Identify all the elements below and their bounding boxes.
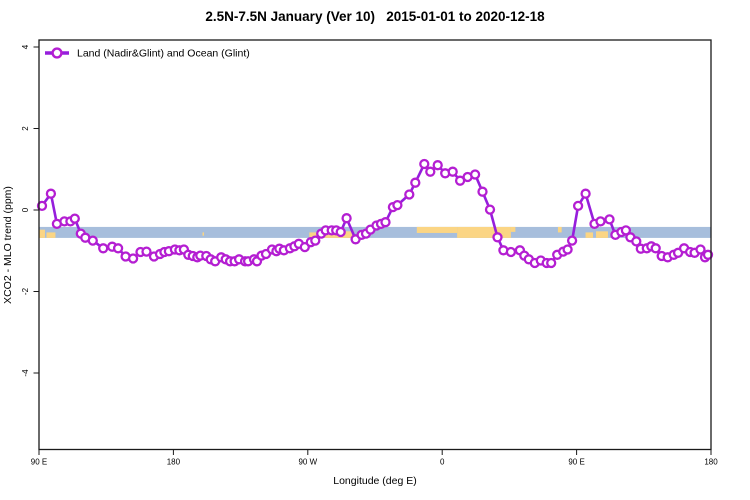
land-patch bbox=[46, 232, 56, 238]
data-point-marker bbox=[492, 232, 503, 243]
data-point-marker bbox=[469, 169, 481, 180]
x-tick-label: 180 bbox=[167, 458, 181, 467]
land-patch bbox=[202, 232, 205, 236]
plot-frame bbox=[38, 39, 712, 451]
data-point-marker bbox=[702, 249, 714, 260]
data-series bbox=[36, 158, 714, 269]
data-point-marker bbox=[477, 186, 488, 197]
data-point-marker bbox=[87, 235, 98, 246]
data-point-marker bbox=[546, 257, 557, 269]
y-tick-label: 2 bbox=[21, 126, 30, 131]
land-patch bbox=[309, 232, 317, 238]
data-point-marker bbox=[580, 188, 591, 199]
data-point-marker bbox=[425, 166, 436, 177]
legend: Land (Nadir&Glint) and Ocean (Glint) bbox=[45, 47, 250, 60]
y-tick-label: 0 bbox=[21, 207, 30, 212]
x-tick-label: 90 E bbox=[568, 458, 584, 467]
data-point-marker bbox=[36, 200, 48, 212]
data-point-marker bbox=[380, 217, 391, 228]
ocean-band bbox=[39, 226, 711, 238]
chart-title: 2.5N-7.5N January (Ver 10) 2015-01-01 to… bbox=[205, 9, 545, 24]
data-point-marker bbox=[432, 160, 443, 171]
data-point-marker bbox=[572, 200, 584, 212]
data-point-marker bbox=[505, 246, 517, 258]
data-point-marker bbox=[341, 213, 352, 224]
data-point-marker bbox=[566, 235, 578, 246]
data-point-marker bbox=[419, 158, 430, 170]
land-patch bbox=[557, 226, 562, 233]
data-point-marker bbox=[562, 244, 573, 255]
legend-marker-icon bbox=[51, 47, 63, 59]
x-tick-label: 90 W bbox=[298, 458, 317, 467]
data-point-marker bbox=[484, 204, 496, 215]
data-point-marker bbox=[141, 246, 152, 257]
y-axis-title: XCO2 - MLO trend (ppm) bbox=[2, 186, 14, 304]
x-tick-label: 0 bbox=[440, 458, 445, 467]
data-point-marker bbox=[604, 214, 615, 225]
x-tick-label: 180 bbox=[704, 458, 718, 467]
legend-label: Land (Nadir&Glint) and Ocean (Glint) bbox=[77, 48, 250, 60]
x-axis-title: Longitude (deg E) bbox=[333, 475, 416, 487]
axis-ticks: 90 E 180 90 W 0 90 E 180 4 2 0 -2 -4 bbox=[21, 44, 718, 466]
data-point-marker bbox=[447, 166, 458, 177]
y-tick-label: -2 bbox=[21, 287, 30, 295]
data-point-marker bbox=[335, 226, 346, 238]
data-point-marker bbox=[392, 199, 403, 211]
data-point-marker bbox=[631, 236, 642, 247]
data-point-marker bbox=[650, 243, 661, 254]
data-point-marker bbox=[404, 189, 415, 200]
y-tick-label: -4 bbox=[21, 369, 30, 377]
land-patch bbox=[510, 226, 516, 232]
data-point-marker bbox=[112, 243, 124, 254]
land-patch bbox=[585, 232, 594, 238]
land-patch bbox=[457, 226, 511, 238]
land-patch bbox=[416, 226, 458, 233]
land-patch bbox=[39, 229, 45, 238]
data-point-marker bbox=[98, 243, 109, 254]
data-point-marker bbox=[620, 225, 632, 236]
data-point-marker bbox=[310, 235, 321, 246]
data-point-marker bbox=[695, 244, 706, 255]
data-point-marker bbox=[410, 177, 421, 188]
land-patch bbox=[596, 231, 608, 238]
y-tick-label: 4 bbox=[21, 44, 30, 49]
data-point-marker bbox=[127, 253, 139, 264]
data-point-marker bbox=[45, 188, 57, 199]
x-tick-label: 90 E bbox=[31, 458, 47, 467]
data-point-marker bbox=[595, 216, 606, 227]
data-point-marker bbox=[69, 213, 80, 224]
